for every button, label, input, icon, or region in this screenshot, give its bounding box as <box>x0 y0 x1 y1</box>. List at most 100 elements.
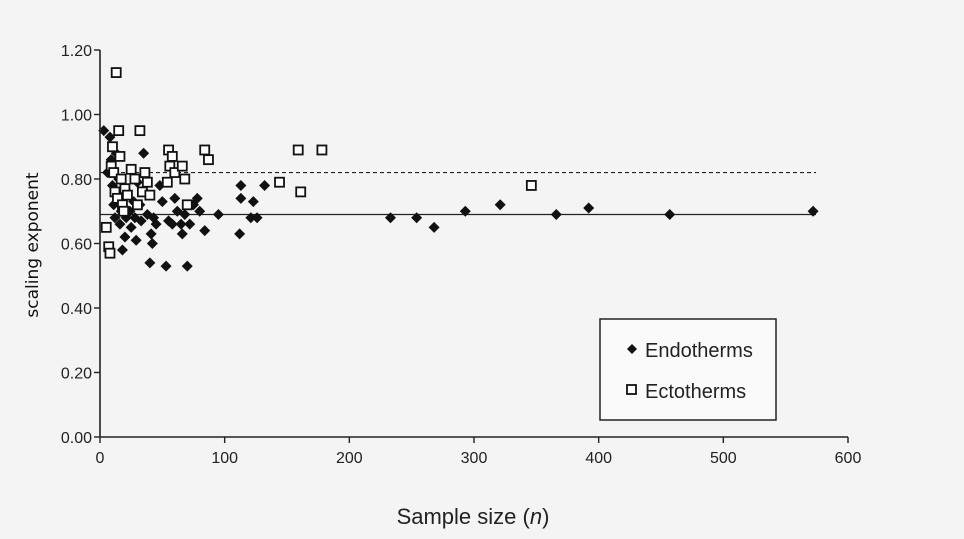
endotherm-point <box>125 221 137 233</box>
legend-diamond-icon <box>627 344 637 354</box>
endotherm-point <box>199 225 211 237</box>
y-tick-label: 0.60 <box>61 237 92 254</box>
ectotherm-point <box>108 167 120 178</box>
endotherm-point <box>138 147 150 159</box>
axes: 0.00 0.20 0.40 0.60 0.80 1.00 1.20 0 100 200 300 40… <box>61 43 862 467</box>
ectotherm-point <box>122 189 133 201</box>
y-tick-label: 0.20 <box>61 366 92 383</box>
ectotherm-point <box>295 186 307 198</box>
x-axis-title-main: Sample size ( <box>397 504 531 529</box>
endotherm-point <box>583 202 595 214</box>
ectotherm-point <box>141 176 153 188</box>
ectotherm-point <box>161 176 173 188</box>
endotherm-point <box>251 212 263 224</box>
reference-lines <box>100 171 816 216</box>
ectotherm-point <box>176 160 188 172</box>
legend-square-icon <box>626 384 637 395</box>
endotherm-point <box>146 238 158 249</box>
ectotherm-point <box>131 199 143 211</box>
ectotherm-point <box>203 154 214 166</box>
ectotherm-point <box>166 151 178 162</box>
endotherm-point <box>212 208 224 220</box>
endotherm-point <box>104 131 116 143</box>
endotherm-point <box>150 218 162 230</box>
ectotherm-point <box>316 144 328 156</box>
endotherm-point <box>145 228 157 240</box>
ectotherm-point <box>104 247 116 259</box>
endotherm-point <box>184 218 196 230</box>
endotherm-point <box>194 205 206 217</box>
ectotherm-point <box>169 167 181 178</box>
endotherm-point <box>176 228 188 240</box>
endotherm-point <box>234 228 246 240</box>
x-tick-label: 500 <box>710 450 737 467</box>
endotherm-point <box>175 218 187 230</box>
endotherm-point <box>235 179 247 191</box>
endotherm-point <box>116 244 128 256</box>
endotherm-point <box>169 192 181 204</box>
x-tick-label: 400 <box>585 450 612 467</box>
endotherm-point <box>191 192 203 204</box>
endotherm-point <box>245 212 257 224</box>
x-axis-title-variable: n <box>530 504 542 529</box>
endotherm-point <box>119 231 131 243</box>
x-axis-title: Sample size (n) <box>397 504 550 529</box>
legend: Endotherms Ectotherms <box>599 318 777 421</box>
endotherm-point <box>259 179 271 191</box>
ectotherm-point <box>107 141 118 153</box>
x-tick-label: 200 <box>336 450 363 467</box>
ectotherm-point <box>113 125 125 137</box>
endotherm-point <box>156 196 168 208</box>
endotherm-point <box>109 212 121 224</box>
ectotherm-point <box>525 180 537 191</box>
y-axis-title: scaling exponent <box>23 172 43 317</box>
endotherm-point <box>494 199 506 211</box>
endotherm-point <box>550 208 562 220</box>
endotherm-point <box>130 234 142 246</box>
x-tick-label: 100 <box>211 450 238 467</box>
ectotherm-point <box>100 221 112 233</box>
endotherm-point <box>160 260 172 272</box>
y-tick-label: 1.00 <box>61 108 92 125</box>
endotherm-point <box>114 218 126 230</box>
y-tick-label: 0.00 <box>61 430 92 447</box>
endotherm-point <box>428 221 440 233</box>
ectotherm-point <box>144 189 156 201</box>
endotherm-point <box>235 192 247 204</box>
ectotherm-point <box>115 173 127 185</box>
ectotherm-point <box>274 176 285 188</box>
x-axis-title-end: ) <box>542 504 549 529</box>
endotherm-point <box>807 205 819 217</box>
ectotherm-point <box>199 144 211 156</box>
endotherm-point <box>459 205 471 217</box>
x-tick-label: 0 <box>96 450 105 467</box>
endotherm-point <box>179 208 191 220</box>
ectotherm-point <box>292 144 304 156</box>
x-tick-label: 300 <box>461 450 488 467</box>
endotherm-point <box>411 212 423 224</box>
endotherm-point <box>181 260 193 272</box>
endotherm-point <box>166 218 178 230</box>
ectotherm-point <box>181 199 193 211</box>
endotherm-point <box>384 212 396 224</box>
y-tick-label: 0.40 <box>61 301 92 318</box>
ectotherm-point <box>134 125 146 137</box>
x-tick-label: 600 <box>835 450 862 467</box>
data-points <box>98 67 819 272</box>
y-tick-label: 0.80 <box>61 172 92 189</box>
y-tick-label: 1.20 <box>61 43 92 60</box>
legend-label-endotherms: Endotherms <box>645 340 753 362</box>
endotherm-point <box>664 208 676 220</box>
endotherm-point <box>144 257 156 269</box>
endotherm-point <box>98 125 110 137</box>
ectotherm-point <box>110 67 122 78</box>
ectotherm-point <box>125 163 137 175</box>
ectotherm-point <box>179 173 191 185</box>
ectotherm-point <box>114 151 126 162</box>
legend-box <box>599 318 777 421</box>
endotherm-point <box>247 196 259 208</box>
ectotherm-point <box>129 173 141 185</box>
ectotherm-point <box>139 167 151 178</box>
ectotherm-point <box>118 205 130 217</box>
